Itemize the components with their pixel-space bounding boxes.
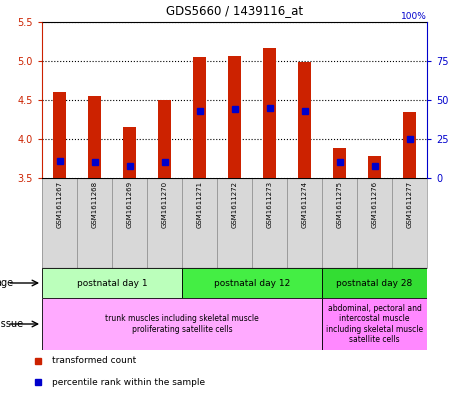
Bar: [182, 268, 322, 298]
Bar: [368, 156, 381, 178]
Bar: [147, 178, 182, 268]
Text: GSM1611274: GSM1611274: [302, 181, 308, 228]
Text: GSM1611271: GSM1611271: [197, 181, 203, 228]
Text: GSM1611275: GSM1611275: [336, 181, 342, 228]
Bar: [357, 178, 392, 268]
Text: GSM1611273: GSM1611273: [266, 181, 272, 228]
Text: GSM1611277: GSM1611277: [407, 181, 413, 228]
Text: age: age: [0, 278, 13, 288]
Bar: [42, 178, 77, 268]
Text: GSM1611269: GSM1611269: [127, 181, 133, 228]
Text: GSM1611268: GSM1611268: [91, 181, 98, 228]
Text: postnatal day 28: postnatal day 28: [336, 279, 413, 288]
Bar: [77, 178, 112, 268]
Bar: [287, 178, 322, 268]
Text: postnatal day 1: postnatal day 1: [77, 279, 147, 288]
Text: trunk muscles including skeletal muscle
proliferating satellite cells: trunk muscles including skeletal muscle …: [105, 314, 259, 334]
Text: abdominal, pectoral and
intercostal muscle
including skeletal muscle
satellite c: abdominal, pectoral and intercostal musc…: [326, 304, 423, 344]
Bar: [42, 298, 322, 350]
Bar: [322, 178, 357, 268]
Text: postnatal day 12: postnatal day 12: [214, 279, 290, 288]
Bar: [159, 100, 171, 178]
Text: percentile rank within the sample: percentile rank within the sample: [52, 378, 204, 387]
Bar: [228, 55, 241, 178]
Bar: [42, 268, 182, 298]
Text: tissue: tissue: [0, 319, 24, 329]
Bar: [298, 62, 310, 178]
Bar: [322, 298, 427, 350]
Bar: [88, 96, 101, 178]
Bar: [193, 57, 205, 178]
Bar: [264, 48, 276, 178]
Text: 100%: 100%: [401, 12, 427, 21]
Bar: [322, 268, 427, 298]
Bar: [53, 92, 66, 178]
Text: GSM1611267: GSM1611267: [56, 181, 62, 228]
Bar: [333, 149, 346, 178]
Text: GSM1611272: GSM1611272: [232, 181, 237, 228]
Bar: [182, 178, 217, 268]
Bar: [123, 127, 136, 178]
Bar: [217, 178, 252, 268]
Bar: [403, 112, 416, 178]
Text: transformed count: transformed count: [52, 356, 136, 365]
Bar: [112, 178, 147, 268]
Bar: [392, 178, 427, 268]
Bar: [252, 178, 287, 268]
Text: GSM1611276: GSM1611276: [371, 181, 378, 228]
Text: GDS5660 / 1439116_at: GDS5660 / 1439116_at: [166, 4, 303, 17]
Text: GSM1611270: GSM1611270: [161, 181, 167, 228]
